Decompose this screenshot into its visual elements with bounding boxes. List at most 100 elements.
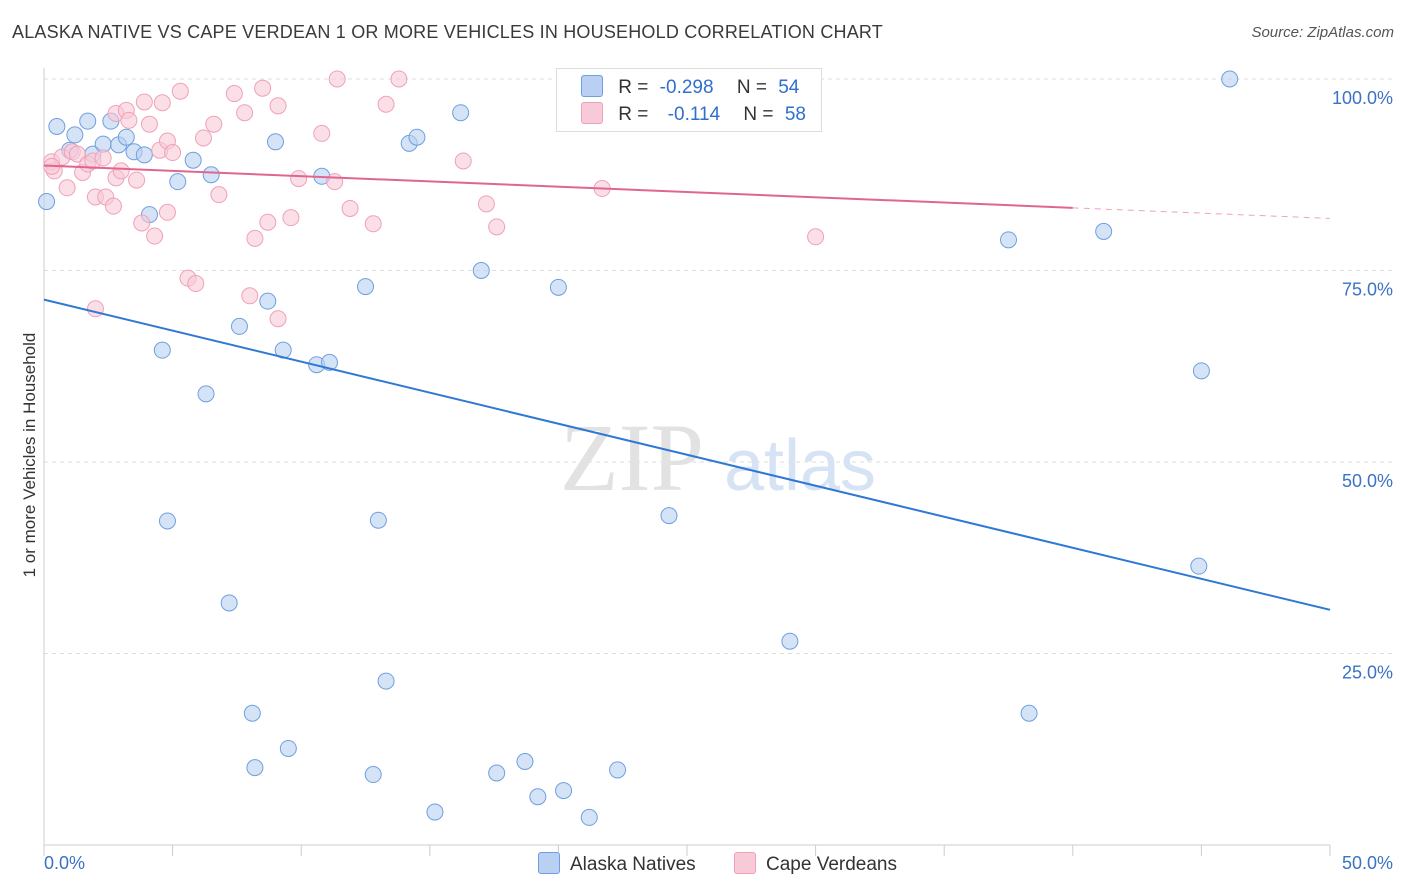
cape-verdean-point <box>328 70 346 88</box>
alaska-native-point <box>153 341 171 359</box>
cape-verdean-point <box>135 93 153 111</box>
alaska-native-point <box>243 704 261 722</box>
alaska-native-point <box>1192 362 1210 380</box>
y-tick-label: 50.0% <box>1342 471 1393 491</box>
trend-lines <box>43 164 1331 611</box>
x-tick-label: 50.0% <box>1342 853 1393 873</box>
alaska-native-point <box>580 808 598 826</box>
alaska-native-point <box>230 317 248 335</box>
alaska-native-point <box>364 766 382 784</box>
alaska-native-point <box>516 753 534 771</box>
legend-r-value: -0.298 <box>659 77 714 98</box>
cape-verdean-point <box>341 199 359 217</box>
alaska-native-point <box>1020 704 1038 722</box>
alaska-native-point <box>549 278 567 296</box>
alaska-native-point <box>555 782 573 800</box>
tick-labels: 100.0% 75.0% 50.0% 25.0% 0.0% 50.0% <box>44 88 1393 873</box>
cape-verdean-point <box>120 111 138 129</box>
alaska-native-point <box>197 385 215 403</box>
cape-verdean-point <box>86 300 104 318</box>
alaska-native-point <box>408 128 426 146</box>
cape-verdean-point <box>269 310 287 328</box>
legend-row-alaska-natives: R = -0.298 N = 54 <box>581 75 799 99</box>
cape-verdean-point <box>282 209 300 227</box>
cape-verdean-point <box>171 82 189 100</box>
alaska-native-point <box>259 292 277 310</box>
alaska-native-point <box>158 512 176 530</box>
legend-r-label: R = <box>618 104 649 125</box>
source-label: Source: ZipAtlas.com <box>1251 24 1394 41</box>
x-tick-label: 0.0% <box>44 853 85 873</box>
alaska-native-point <box>38 193 56 211</box>
cape-verdean-point <box>112 162 130 180</box>
alaska-native-point <box>79 112 97 130</box>
legend-n-label: N = <box>736 77 767 98</box>
y-tick-label: 25.0% <box>1342 663 1393 683</box>
cape-verdean-point <box>807 228 825 246</box>
cape-verdean-point <box>236 104 254 122</box>
cape-verdean-point <box>164 144 182 162</box>
alaska-native-point <box>529 788 547 806</box>
cape-verdean-point <box>158 203 176 221</box>
bottom-legend-label-alaska: Alaska Natives <box>570 854 696 875</box>
gridlines <box>44 78 1392 654</box>
alaska-native-point <box>48 117 66 135</box>
cape-verdean-point <box>246 229 264 247</box>
alaska-native-point <box>377 672 395 690</box>
bottom-legend-alaska: Alaska Natives <box>538 852 696 876</box>
alaska-native-point <box>135 146 153 164</box>
alaska-native-point <box>320 353 338 371</box>
alaska-native-point <box>660 507 678 525</box>
legend-row-cape-verdeans: R = -0.114 N = 58 <box>581 102 806 126</box>
alaska-native-point <box>369 511 387 529</box>
alaska-native-point <box>220 594 238 612</box>
cape-verdean-point <box>290 170 308 188</box>
alaska-native-point <box>117 128 135 146</box>
alaska-native-point <box>609 761 627 779</box>
cape-verdean-point <box>259 213 277 231</box>
cape-verdean-point <box>68 145 86 163</box>
correlation-legend: R = -0.298 N = 54 R = -0.114 N = 58 <box>556 68 822 132</box>
y-axis-label: 1 or more Vehicles in Household <box>20 332 39 578</box>
cape-verdean-point <box>153 94 171 112</box>
cape-verdean-point <box>94 149 112 167</box>
cape-verdean-point <box>58 179 76 197</box>
watermark: ZIP atlas <box>560 404 876 511</box>
legend-swatch-cape <box>581 102 603 124</box>
alaska-native-point <box>1221 70 1239 88</box>
cape-verdean-point <box>104 197 122 215</box>
cape-verdean-point <box>241 287 259 305</box>
alaska-native-point <box>202 166 220 184</box>
cape-verdean-point <box>146 227 164 245</box>
cape-verdean-point <box>326 173 344 191</box>
watermark-zip: ZIP <box>560 404 704 511</box>
cape-verdean-point <box>225 85 243 103</box>
y-tick-label: 100.0% <box>1332 88 1393 108</box>
alaska-native-point <box>279 739 297 757</box>
alaska-native-point <box>452 104 470 122</box>
bottom-legend-swatch-alaska <box>538 852 560 874</box>
cape-verdean-point <box>454 152 472 170</box>
cape-verdean-point <box>140 115 158 133</box>
cape-verdean-point <box>210 186 228 204</box>
alaska-native-point <box>266 133 284 151</box>
legend-n-label: N = <box>743 104 774 125</box>
chart-title: ALASKA NATIVE VS CAPE VERDEAN 1 OR MORE … <box>12 22 884 42</box>
cape-verdean-point <box>477 195 495 213</box>
cape-verdean-point <box>128 171 146 189</box>
cape-verdean-point <box>194 129 212 147</box>
alaska-native-point <box>1095 222 1113 240</box>
cape-verdean-point <box>377 95 395 113</box>
cape-verdean-trend-line <box>43 164 1073 209</box>
legend-n-value: 58 <box>784 104 806 125</box>
alaska-native-point <box>184 151 202 169</box>
bottom-legend-swatch-cape <box>734 852 756 874</box>
cape-verdean-point <box>187 275 205 293</box>
cape-verdean-point <box>390 70 408 88</box>
bottom-legend-cape: Cape Verdeans <box>734 852 897 876</box>
alaska-native-point <box>426 803 444 821</box>
alaska-native-point <box>357 278 374 296</box>
alaska-native-point <box>472 262 490 279</box>
cape-verdean-point <box>488 218 506 236</box>
cape-verdean-point <box>313 124 331 142</box>
